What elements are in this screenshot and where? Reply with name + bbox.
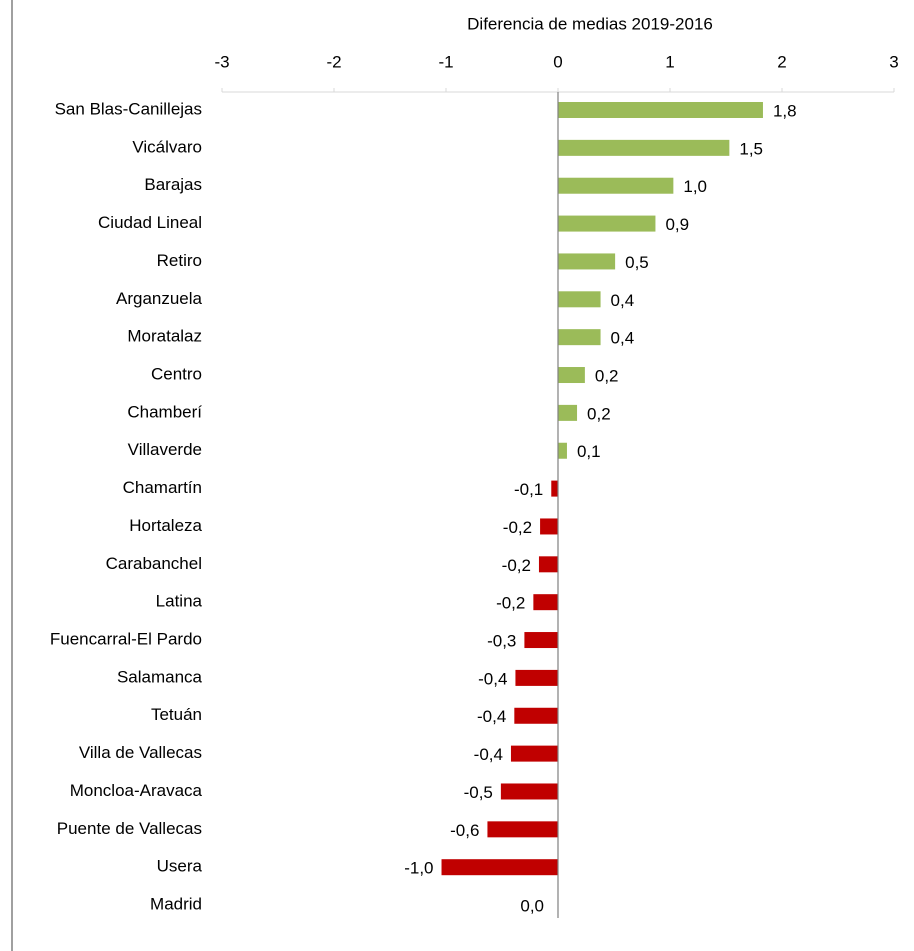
- y-tick-label: Salamanca: [117, 667, 203, 686]
- data-label: -0,2: [502, 556, 531, 575]
- y-tick-label: Ciudad Lineal: [98, 213, 202, 232]
- bar: [558, 329, 601, 346]
- bar: [558, 291, 601, 308]
- y-tick-label: Usera: [157, 857, 203, 876]
- data-label: -0,2: [496, 594, 525, 613]
- bar: [533, 594, 558, 611]
- data-label: -0,5: [464, 783, 493, 802]
- bar: [514, 707, 558, 724]
- bar: [487, 821, 558, 838]
- x-tick-label: 2: [777, 52, 786, 71]
- bar: [551, 480, 558, 497]
- x-tick-label: 3: [889, 52, 898, 71]
- bar: [558, 442, 567, 459]
- data-label: -0,4: [478, 669, 507, 688]
- data-label: -0,6: [450, 821, 479, 840]
- bar: [558, 139, 730, 156]
- x-tick-label: -2: [326, 52, 341, 71]
- data-label: -1,0: [404, 859, 433, 878]
- y-tick-label: Chamartín: [123, 478, 202, 497]
- bar: [558, 177, 674, 194]
- bar: [500, 783, 558, 800]
- y-tick-label: Moncloa-Aravaca: [70, 781, 203, 800]
- data-label: -0,1: [514, 480, 543, 499]
- bar: [524, 632, 558, 649]
- data-label: 0,4: [611, 291, 635, 310]
- data-label: 1,5: [739, 139, 763, 158]
- y-tick-label: Barajas: [144, 175, 202, 194]
- y-tick-label: Centro: [151, 365, 202, 384]
- bar: [558, 367, 585, 384]
- bar: [540, 518, 558, 535]
- y-tick-label: Tetuán: [151, 705, 202, 724]
- bar: [558, 253, 616, 270]
- y-tick-label: San Blas-Canillejas: [55, 99, 202, 118]
- bar: [558, 404, 578, 421]
- data-label: 0,1: [577, 442, 601, 461]
- y-tick-label: Villaverde: [128, 440, 202, 459]
- x-tick-label: -3: [214, 52, 229, 71]
- data-label: 0,2: [587, 404, 611, 423]
- bar: [538, 556, 558, 573]
- y-tick-label: Fuencarral-El Pardo: [50, 630, 202, 649]
- y-tick-label: Latina: [156, 592, 203, 611]
- data-label: 0,9: [665, 215, 689, 234]
- y-tick-label: Retiro: [157, 251, 202, 270]
- bar: [441, 859, 558, 876]
- data-label: -0,4: [477, 707, 506, 726]
- y-tick-label: Vicálvaro: [132, 137, 202, 156]
- data-label: 0,0: [520, 897, 544, 916]
- bar: [558, 102, 763, 118]
- data-label: 0,5: [625, 253, 649, 272]
- y-tick-label: Puente de Vallecas: [57, 819, 202, 838]
- y-tick-label: Madrid: [150, 895, 202, 914]
- data-label: 1,0: [683, 177, 707, 196]
- x-tick-label: -1: [438, 52, 453, 71]
- data-label: -0,4: [474, 745, 503, 764]
- data-label: -0,3: [487, 632, 516, 651]
- chart-title: Diferencia de medias 2019-2016: [467, 14, 713, 33]
- data-label: 0,2: [595, 367, 619, 386]
- bar: [558, 215, 656, 232]
- bar: [510, 745, 558, 762]
- y-tick-label: Villa de Vallecas: [79, 743, 202, 762]
- data-label: -0,2: [503, 518, 532, 537]
- y-tick-label: Chamberí: [127, 402, 202, 421]
- y-tick-label: Carabanchel: [106, 554, 202, 573]
- x-tick-label: 0: [553, 52, 562, 71]
- y-tick-label: Hortaleza: [129, 516, 202, 535]
- x-tick-label: 1: [665, 52, 674, 71]
- y-tick-label: Arganzuela: [116, 289, 203, 308]
- data-label: 0,4: [611, 329, 635, 348]
- data-label: 1,8: [773, 101, 797, 120]
- y-tick-label: Moratalaz: [127, 327, 202, 346]
- bar: [515, 669, 558, 686]
